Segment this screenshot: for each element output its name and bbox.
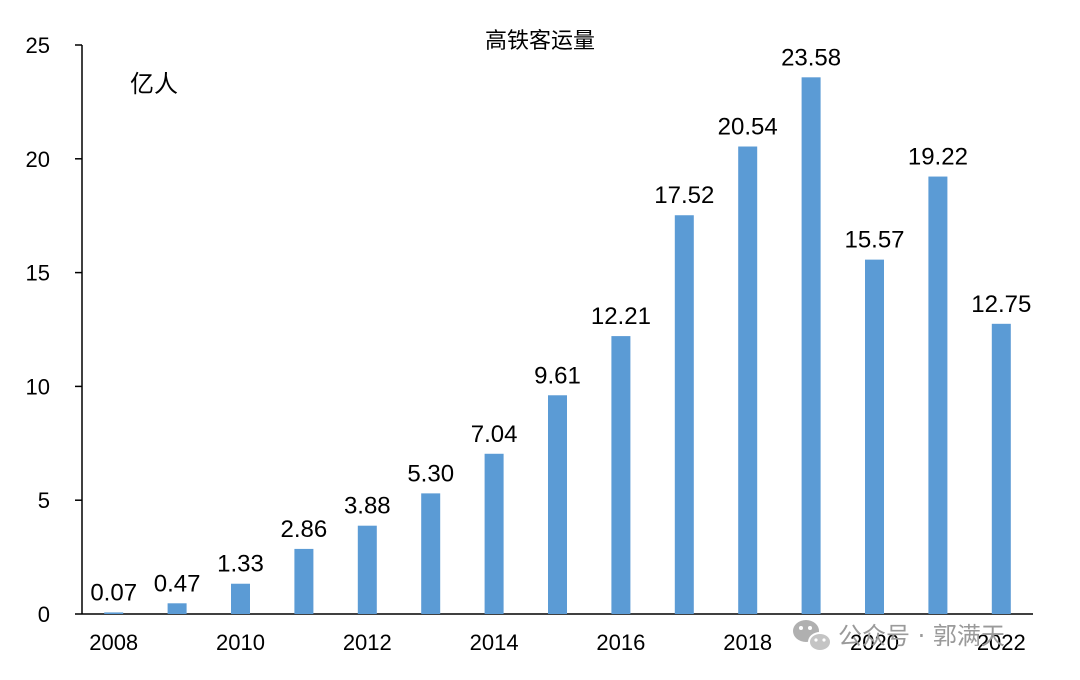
data-label-2016: 12.21 bbox=[591, 303, 651, 330]
bar-2022 bbox=[991, 323, 1011, 614]
data-label-2021: 19.22 bbox=[908, 144, 968, 171]
bar-2010 bbox=[231, 583, 250, 614]
data-label-2022: 12.75 bbox=[971, 291, 1031, 318]
data-label-2008: 0.07 bbox=[90, 579, 137, 606]
wechat-icon bbox=[793, 620, 832, 652]
y-tick-label: 15 bbox=[26, 261, 50, 286]
data-label-2020: 15.57 bbox=[844, 227, 904, 254]
data-label-2015: 9.61 bbox=[534, 362, 581, 389]
data-label-2010: 1.33 bbox=[217, 551, 264, 578]
data-label-2019: 23.58 bbox=[781, 44, 841, 71]
y-tick-label: 0 bbox=[38, 602, 50, 627]
bar-2009 bbox=[167, 603, 187, 614]
y-tick-label: 10 bbox=[26, 374, 50, 399]
bar-2019 bbox=[801, 77, 821, 614]
data-label-2018: 20.54 bbox=[718, 114, 778, 141]
x-tick-label: 2010 bbox=[216, 630, 265, 655]
bar-2016 bbox=[611, 336, 631, 614]
x-tick-label: 2022 bbox=[977, 630, 1026, 655]
bar-2008 bbox=[104, 612, 124, 614]
y-unit-label: 亿人 bbox=[130, 70, 178, 98]
x-tick-label: 2016 bbox=[596, 630, 645, 655]
y-tick-label: 20 bbox=[26, 147, 50, 172]
data-labels: 0.07 0.47 1.33 2.86 3.88 5.30 7.04 9.61 12.21 17.… bbox=[90, 44, 1031, 606]
bar-2014 bbox=[484, 453, 504, 614]
watermark-text: 公众号 · 郭满天 bbox=[838, 622, 1005, 650]
data-label-2012: 3.88 bbox=[344, 493, 391, 520]
data-label-2011: 2.86 bbox=[281, 516, 328, 543]
x-tick-label: 2008 bbox=[89, 630, 138, 655]
x-tick-label: 2020 bbox=[850, 630, 899, 655]
bars bbox=[104, 77, 1011, 615]
bar-2012 bbox=[357, 525, 377, 614]
data-label-2013: 5.30 bbox=[407, 460, 454, 487]
bar-2011 bbox=[294, 548, 314, 614]
x-tick-label: 2012 bbox=[343, 630, 392, 655]
bar-2021 bbox=[928, 176, 948, 614]
y-tick-label: 25 bbox=[26, 33, 50, 58]
data-label-2014: 7.04 bbox=[471, 421, 518, 448]
x-tick-label: 2018 bbox=[723, 630, 772, 655]
x-tick-label: 2014 bbox=[470, 630, 519, 655]
data-label-2017: 17.52 bbox=[654, 182, 714, 209]
bar-2017 bbox=[674, 215, 694, 614]
bar-2018 bbox=[738, 146, 758, 615]
y-tick-label: 5 bbox=[38, 488, 50, 513]
bar-2013 bbox=[421, 493, 441, 614]
chart-title: 高铁客运量 bbox=[485, 29, 595, 54]
bar-2015 bbox=[548, 395, 567, 614]
watermark: 公众号 · 郭满天 bbox=[793, 620, 1005, 652]
data-label-2009: 0.47 bbox=[154, 570, 201, 597]
y-axis: 0 5 10 15 20 25 bbox=[26, 33, 83, 627]
bar-2020 bbox=[865, 259, 884, 614]
x-axis: 2008 2010 2012 2014 2016 2018 2020 2022 bbox=[82, 613, 1033, 655]
